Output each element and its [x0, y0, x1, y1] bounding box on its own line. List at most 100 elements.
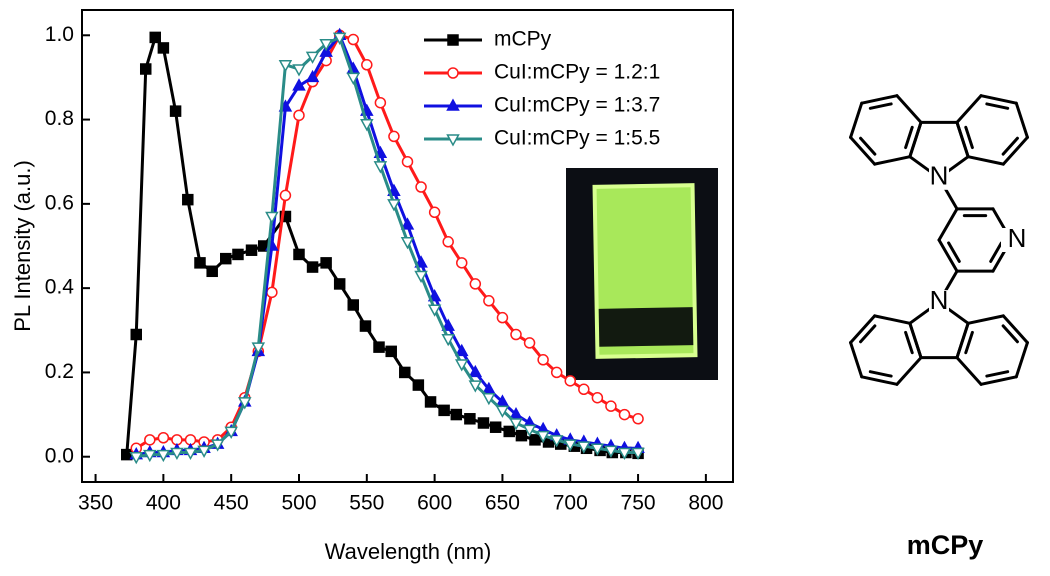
data-point	[618, 408, 631, 421]
bond	[979, 94, 1018, 105]
double-bond	[859, 136, 877, 156]
bond	[873, 314, 912, 325]
bond	[955, 321, 970, 360]
data-point	[590, 443, 605, 456]
data-point	[577, 441, 591, 454]
data-point	[503, 425, 515, 438]
bond	[937, 207, 959, 242]
data-point	[536, 430, 550, 444]
y-tick-label: 0.2	[45, 360, 74, 383]
data-point	[509, 418, 523, 431]
legend-marker	[446, 134, 460, 147]
data-point	[374, 96, 387, 109]
data-point	[373, 341, 385, 353]
double-bond	[964, 330, 974, 355]
bond	[979, 375, 1018, 386]
data-point	[441, 318, 455, 331]
data-point	[529, 434, 541, 446]
bond	[955, 120, 970, 159]
x-tick-label: 650	[485, 492, 520, 515]
data-point	[320, 257, 332, 269]
data-point	[483, 295, 495, 307]
bond	[895, 94, 923, 124]
data-point	[333, 278, 346, 290]
data-point	[278, 60, 293, 73]
x-tick-label: 800	[688, 492, 723, 515]
data-point	[464, 413, 476, 425]
data-point	[149, 31, 161, 44]
double-bond	[947, 241, 961, 263]
atom-label-background	[929, 165, 949, 190]
legend-label: CuI:mCPy = 1.2:1	[494, 61, 660, 84]
plot-frame	[81, 9, 734, 483]
atom-label: N	[1008, 223, 1027, 253]
data-point	[550, 366, 563, 379]
legend-marker	[446, 98, 460, 111]
data-point	[477, 417, 490, 429]
data-point	[632, 413, 644, 425]
data-point	[515, 429, 528, 442]
bond	[955, 356, 983, 386]
atom-label: N	[930, 161, 949, 191]
data-point	[169, 105, 182, 117]
data-point	[347, 299, 359, 311]
data-point	[489, 421, 502, 433]
inset-photo	[566, 168, 718, 380]
data-point	[604, 445, 618, 458]
x-axis-label: Wavelength (nm)	[325, 539, 492, 564]
data-point	[631, 447, 645, 461]
legend-marker	[447, 34, 459, 46]
double-bond	[1001, 324, 1019, 344]
x-tick-label: 450	[214, 492, 249, 515]
data-point	[305, 51, 320, 64]
double-bond	[868, 370, 893, 378]
data-point	[292, 78, 306, 91]
data-point	[206, 265, 218, 278]
data-point	[415, 181, 427, 193]
data-point	[468, 364, 483, 378]
x-tick-label: 400	[146, 492, 181, 515]
data-point	[564, 375, 576, 387]
data-point	[293, 248, 305, 261]
data-point	[385, 345, 397, 358]
data-point	[537, 354, 549, 366]
data-point	[468, 380, 483, 393]
data-point	[510, 328, 522, 341]
data-point	[292, 64, 306, 77]
double-bond	[964, 125, 974, 150]
x-tick-label: 700	[553, 492, 588, 515]
y-tick-label: 0.6	[45, 191, 74, 214]
molecule-name: mCPy	[907, 530, 984, 560]
data-point	[232, 248, 244, 261]
data-point	[387, 199, 401, 212]
data-point	[496, 311, 509, 324]
data-point	[360, 119, 374, 132]
data-point	[400, 217, 415, 230]
data-point	[143, 449, 157, 463]
legend-label: mCPy	[494, 28, 552, 51]
legend-label: CuI:mCPy = 1:3.7	[494, 94, 660, 117]
data-point	[279, 189, 292, 202]
data-point	[194, 257, 206, 269]
double-bond	[859, 324, 877, 344]
data-point	[319, 38, 333, 52]
data-point	[414, 255, 428, 268]
data-point	[424, 396, 437, 408]
y-tick-label: 1.0	[45, 23, 74, 46]
data-point	[549, 435, 564, 448]
data-point	[454, 343, 469, 357]
data-point	[220, 252, 232, 265]
data-point	[306, 261, 319, 273]
data-point	[373, 161, 388, 174]
data-point	[412, 379, 425, 391]
double-bond	[904, 125, 914, 150]
atom-label: N	[930, 285, 949, 315]
bond	[1001, 314, 1029, 345]
y-axis-label: PL Intensity (a.u.)	[10, 160, 35, 332]
bond	[908, 321, 923, 360]
bond	[937, 238, 959, 273]
data-point	[456, 257, 468, 269]
bond	[873, 155, 912, 166]
